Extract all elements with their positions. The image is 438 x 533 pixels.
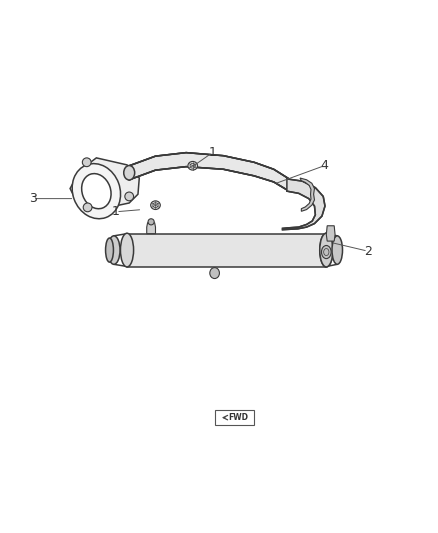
Ellipse shape [320, 233, 333, 267]
Ellipse shape [82, 158, 91, 167]
Ellipse shape [81, 174, 111, 209]
Text: 1: 1 [112, 205, 120, 218]
Ellipse shape [106, 238, 113, 262]
Ellipse shape [210, 268, 219, 279]
Ellipse shape [72, 164, 120, 219]
Ellipse shape [108, 236, 120, 264]
Ellipse shape [124, 166, 134, 180]
Text: 1: 1 [208, 146, 216, 159]
Polygon shape [215, 410, 254, 425]
Polygon shape [70, 158, 139, 212]
Ellipse shape [151, 201, 160, 209]
Ellipse shape [83, 203, 92, 212]
Ellipse shape [125, 192, 134, 201]
Ellipse shape [332, 236, 343, 264]
Polygon shape [326, 226, 335, 241]
Text: FWD: FWD [229, 413, 249, 422]
Text: 2: 2 [364, 245, 372, 257]
Text: 4: 4 [320, 159, 328, 172]
Ellipse shape [188, 161, 198, 170]
Ellipse shape [148, 219, 154, 225]
Polygon shape [300, 178, 314, 211]
Polygon shape [283, 179, 325, 230]
Polygon shape [147, 223, 155, 233]
Ellipse shape [120, 233, 134, 267]
Text: 3: 3 [29, 192, 37, 205]
Polygon shape [127, 233, 326, 266]
Ellipse shape [321, 246, 331, 259]
Polygon shape [129, 152, 289, 191]
Ellipse shape [320, 233, 333, 267]
